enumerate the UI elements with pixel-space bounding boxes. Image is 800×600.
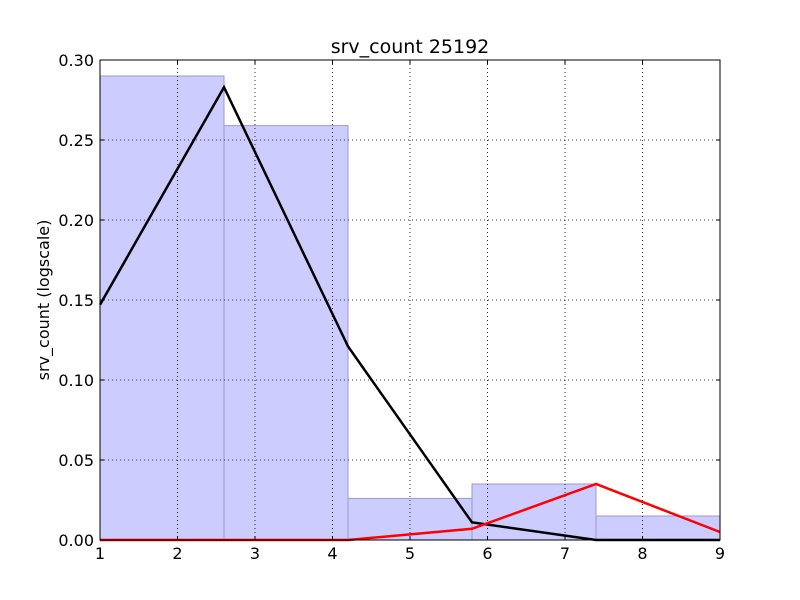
y-axis-label: srv_count (logscale) <box>34 220 54 381</box>
histogram-bar-3 <box>347 497 473 541</box>
x-tick-label: 7 <box>560 544 570 563</box>
bars-group <box>99 75 721 541</box>
histogram-bar-2 <box>223 125 349 541</box>
x-tick-labels: 1 2 3 4 5 6 7 8 9 <box>95 544 725 563</box>
chart-title: srv_count 25192 <box>331 36 490 58</box>
x-tick-label: 1 <box>95 544 105 563</box>
y-tick-label: 0.20 <box>58 211 94 230</box>
y-tick-labels: 0.00 0.05 0.10 0.15 0.20 0.25 0.30 <box>58 51 94 550</box>
histogram-bar-5 <box>595 515 721 541</box>
x-tick-label: 9 <box>715 544 725 563</box>
x-tick-label: 4 <box>327 544 337 563</box>
x-tick-label: 3 <box>250 544 260 563</box>
x-tick-label: 6 <box>482 544 492 563</box>
y-tick-label: 0.00 <box>58 531 94 550</box>
y-tick-label: 0.15 <box>58 291 94 310</box>
y-tick-label: 0.10 <box>58 371 94 390</box>
grid-lines <box>100 60 720 540</box>
y-tick-label: 0.05 <box>58 451 94 470</box>
axis-ticks <box>99 59 721 541</box>
histogram-bar-1 <box>99 75 225 541</box>
y-tick-label: 0.30 <box>58 51 94 70</box>
y-tick-label: 0.25 <box>58 131 94 150</box>
x-tick-label: 2 <box>172 544 182 563</box>
x-tick-label: 8 <box>637 544 647 563</box>
x-tick-label: 5 <box>405 544 415 563</box>
